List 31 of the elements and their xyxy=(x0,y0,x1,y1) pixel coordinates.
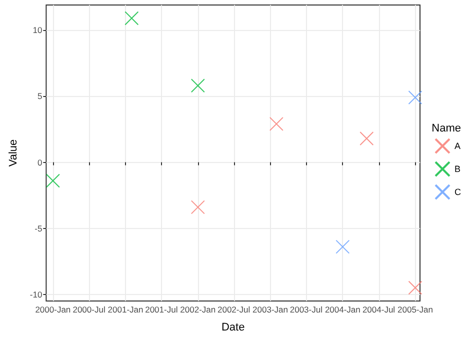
y-tick-label: 10 xyxy=(32,25,42,36)
y-tick-label: -5 xyxy=(34,223,42,234)
y-axis-title: Value xyxy=(8,139,20,167)
x-tick-label: 2002-Jul xyxy=(217,304,250,314)
legend-label: B xyxy=(454,164,461,174)
point xyxy=(269,116,284,131)
point xyxy=(408,90,422,104)
x-tick-label: 2004-Jul xyxy=(362,304,396,314)
point xyxy=(336,240,350,254)
point xyxy=(46,174,60,188)
x-tick-label: 2001-Jul xyxy=(145,304,178,314)
point xyxy=(408,280,422,295)
x-tick-label: 2004-Jan xyxy=(324,304,361,314)
y-tick-label: 0 xyxy=(37,157,42,168)
x-tick-label: 2000-Jan xyxy=(35,304,71,314)
legend-label: A xyxy=(454,141,461,151)
legend-label: C xyxy=(454,187,462,197)
x-tick-label: 2000-Jul xyxy=(72,304,106,314)
point xyxy=(190,200,205,214)
x-tick-label: 2003-Jul xyxy=(290,304,323,314)
x-axis-title: Date xyxy=(221,322,245,334)
legend-title: Name xyxy=(432,122,461,134)
point xyxy=(360,131,374,146)
x-tick-label: 2005-Jan xyxy=(398,304,434,314)
x-tick-label: 2002-Jan xyxy=(180,304,216,314)
y-tick-label: 5 xyxy=(37,91,42,102)
x-tick-label: 2001-Jan xyxy=(108,304,144,314)
y-tick-label: -10 xyxy=(30,289,42,300)
point xyxy=(190,78,205,93)
point xyxy=(124,11,139,26)
x-tick-label: 2003-Jan xyxy=(252,304,288,314)
